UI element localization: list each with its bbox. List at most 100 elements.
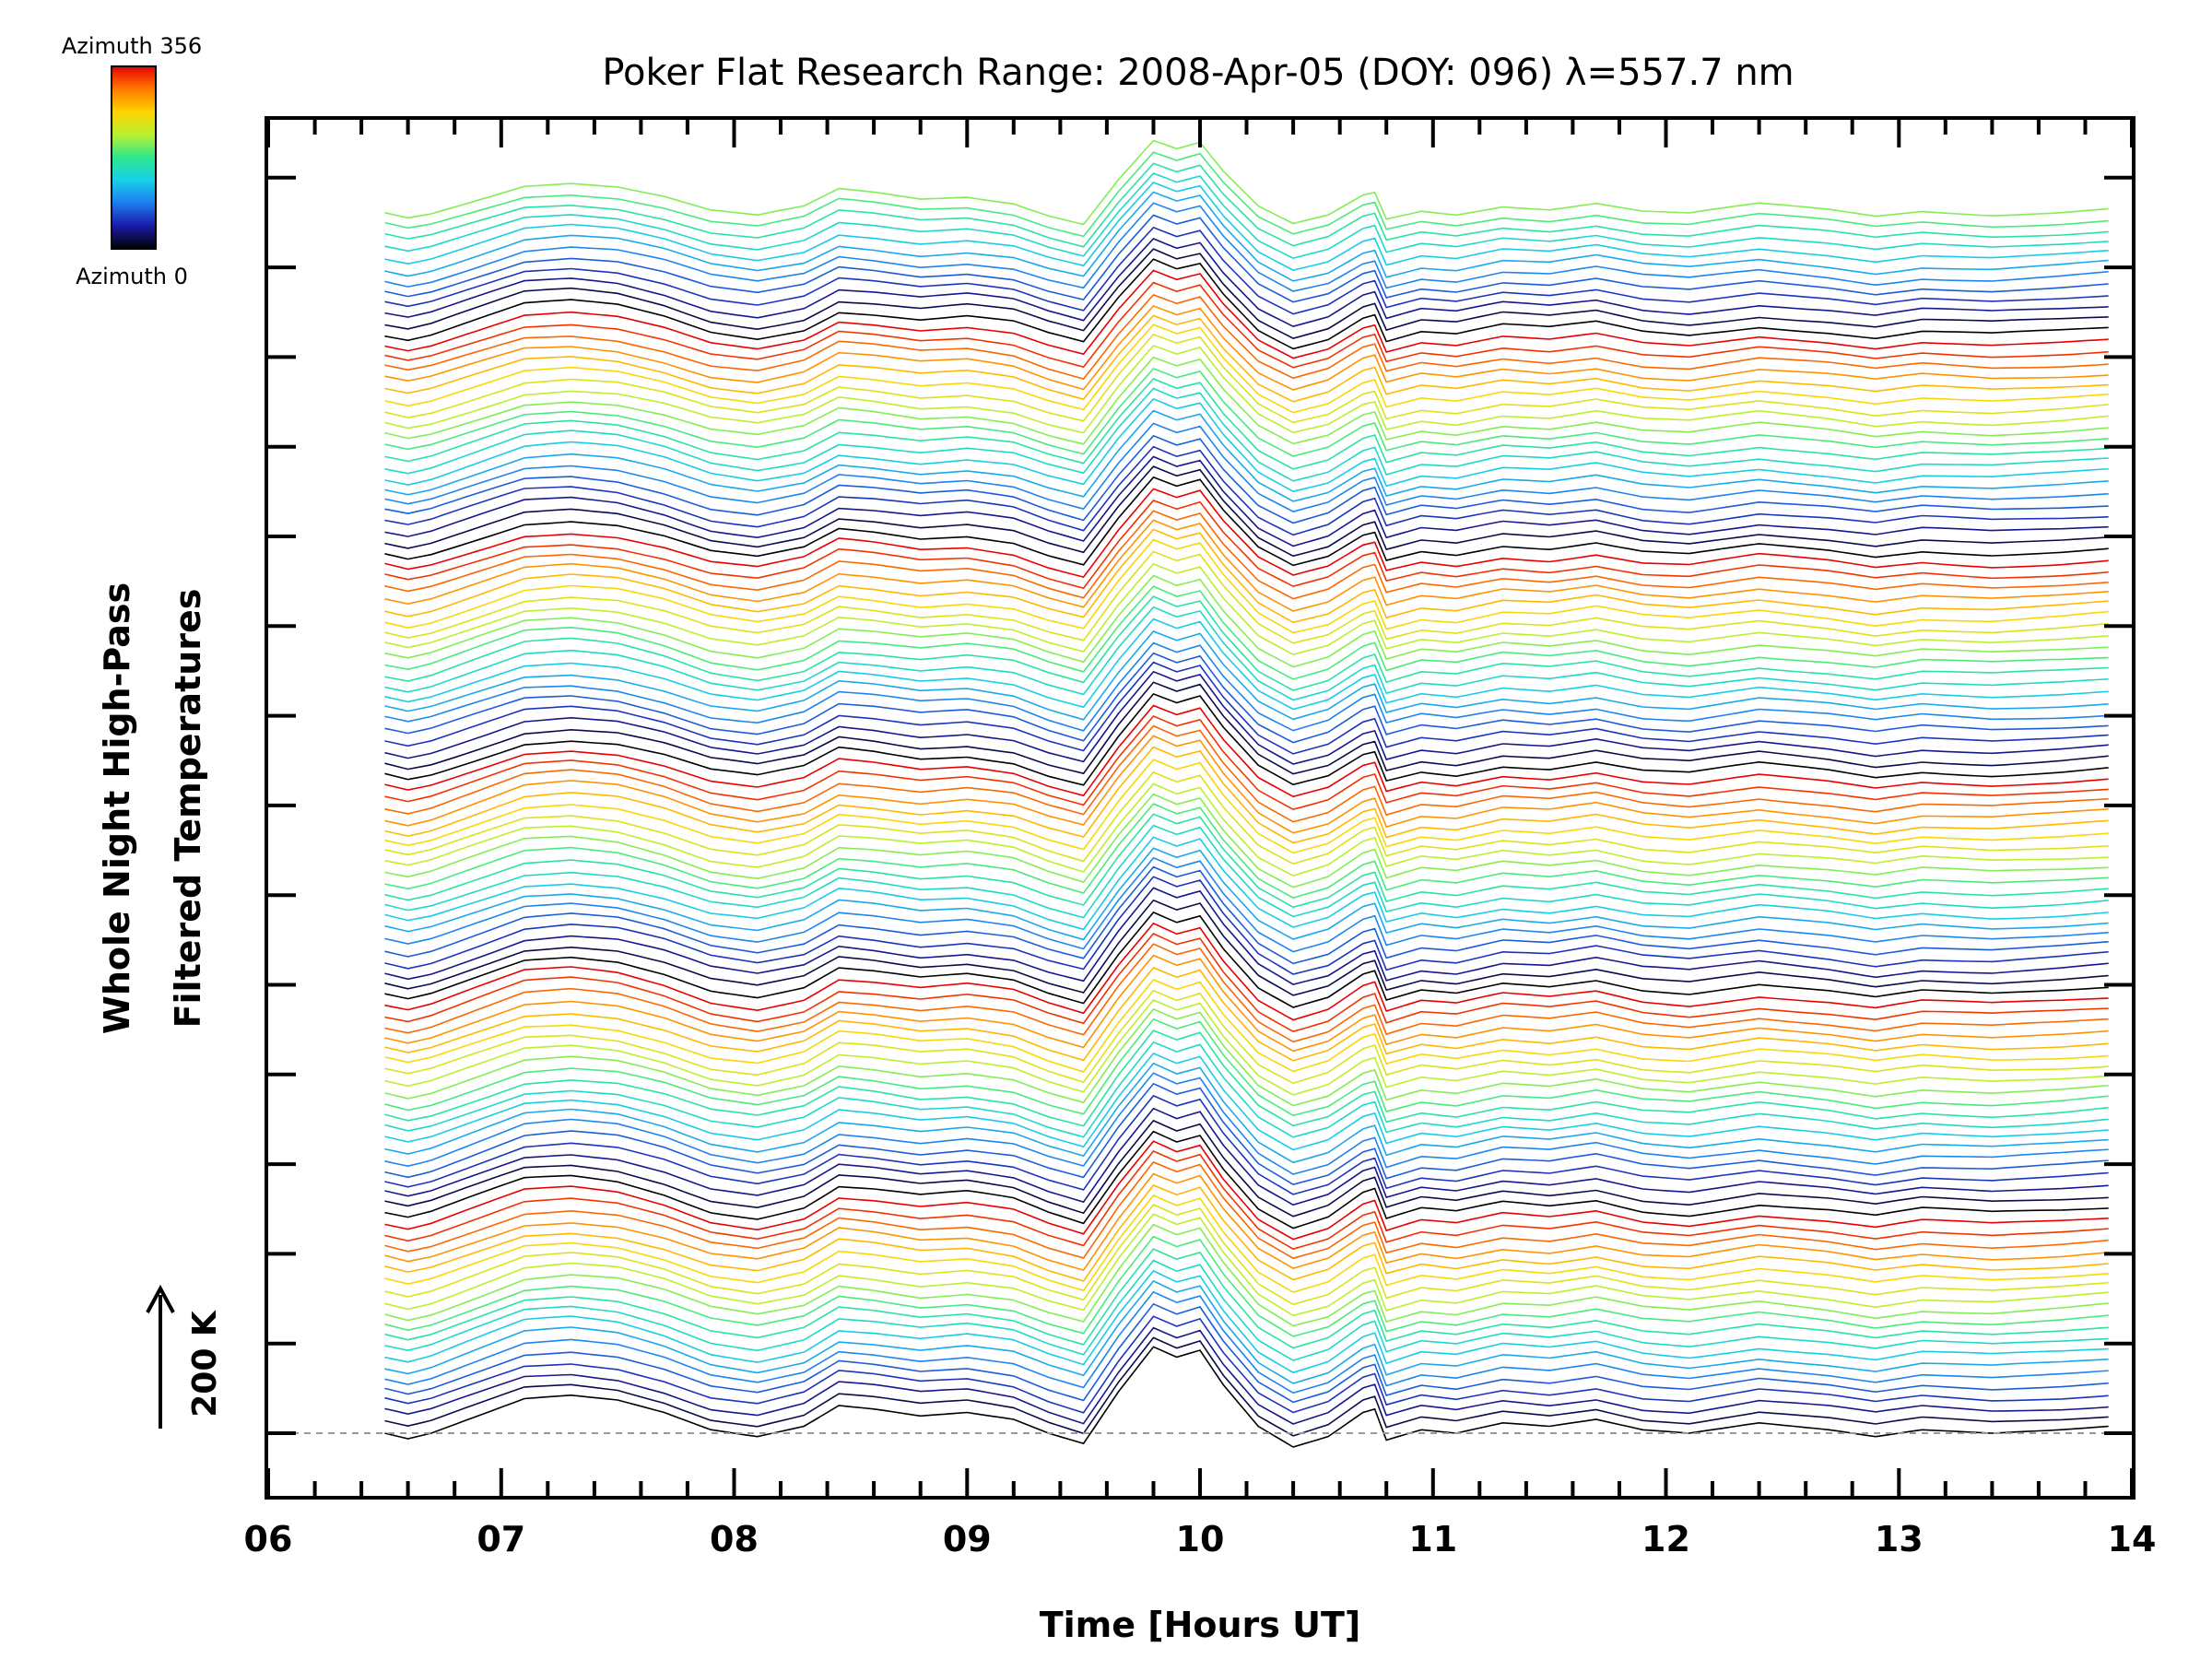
temperature-trace bbox=[384, 1094, 2109, 1195]
temperature-trace bbox=[384, 304, 2109, 391]
x-tick-label: 11 bbox=[1408, 1519, 1457, 1559]
x-tick-label: 06 bbox=[244, 1519, 293, 1559]
x-tick-label: 12 bbox=[1641, 1519, 1690, 1559]
temperature-trace bbox=[384, 1213, 2109, 1317]
temperature-trace bbox=[384, 724, 2109, 823]
temperature-trace bbox=[384, 1194, 2109, 1293]
temperature-trace bbox=[384, 1107, 2109, 1206]
temperature-trace bbox=[384, 865, 2109, 965]
x-tick-label: 07 bbox=[477, 1519, 525, 1559]
temperature-trace bbox=[384, 933, 2109, 1033]
temperature-trace bbox=[384, 238, 2109, 328]
temperature-trace bbox=[384, 500, 2109, 590]
temperature-trace bbox=[384, 1030, 2109, 1127]
temperature-trace bbox=[384, 1204, 2109, 1306]
y-axis-label-line1: Whole Night High-Pass bbox=[97, 582, 137, 1034]
temperature-trace bbox=[384, 434, 2109, 524]
temperature-trace bbox=[384, 1184, 2109, 1282]
temperature-trace bbox=[384, 1172, 2109, 1272]
temperature-trace bbox=[384, 1007, 2109, 1107]
temperature-trace bbox=[384, 281, 2109, 369]
x-tick-label: 09 bbox=[943, 1519, 992, 1559]
temperature-trace bbox=[384, 476, 2109, 567]
temperature-trace bbox=[384, 356, 2109, 445]
temperature-trace bbox=[384, 1041, 2109, 1138]
temperature-trace bbox=[384, 999, 2109, 1096]
temperature-traces bbox=[384, 139, 2109, 1448]
temperature-trace bbox=[384, 847, 2109, 941]
colorbar-bottom-label: Azimuth 0 bbox=[76, 264, 188, 289]
colorbar-top-label: Azimuth 356 bbox=[62, 33, 202, 59]
temperature-trace bbox=[384, 759, 2109, 854]
temperature-trace bbox=[384, 151, 2109, 238]
temperature-trace bbox=[384, 641, 2109, 732]
temperature-trace bbox=[384, 824, 2109, 919]
temperature-trace bbox=[384, 911, 2109, 1008]
temperature-trace bbox=[384, 367, 2109, 457]
temperature-trace bbox=[384, 943, 2109, 1043]
temperature-trace bbox=[384, 269, 2109, 359]
scale-indicator: 200 K bbox=[146, 1284, 224, 1429]
temperature-trace bbox=[384, 538, 2109, 634]
temperature-trace bbox=[384, 324, 2109, 414]
temperature-trace bbox=[384, 519, 2109, 612]
temperature-trace bbox=[384, 387, 2109, 482]
temperature-trace bbox=[384, 1082, 2109, 1186]
temperature-trace bbox=[384, 966, 2109, 1062]
temperature-trace bbox=[384, 1259, 2109, 1361]
temperature-trace bbox=[384, 248, 2109, 339]
temperature-trace bbox=[384, 876, 2109, 975]
temperature-trace bbox=[384, 803, 2109, 899]
temperature-trace bbox=[384, 661, 2109, 755]
temperature-trace bbox=[384, 1269, 2109, 1374]
axes: 06 07 08 09 10 11 12 13 14 bbox=[244, 120, 2157, 1559]
temperature-trace bbox=[384, 1062, 2109, 1164]
y-axis-label-line2: Filtered Temperatures bbox=[168, 589, 208, 1029]
temperature-trace bbox=[384, 378, 2109, 470]
temperature-trace bbox=[384, 630, 2109, 721]
temperature-trace bbox=[384, 856, 2109, 953]
temperature-trace bbox=[384, 618, 2109, 711]
temperature-trace bbox=[384, 202, 2109, 292]
temperature-trace bbox=[384, 182, 2109, 272]
temperature-trace bbox=[384, 813, 2109, 909]
chart-title: Poker Flat Research Range: 2008-Apr-05 (… bbox=[602, 52, 1794, 94]
x-tick-label: 14 bbox=[2108, 1519, 2157, 1559]
azimuth-colorbar bbox=[111, 65, 157, 250]
scale-label: 200 K bbox=[186, 1310, 224, 1418]
temperature-trace bbox=[384, 574, 2109, 668]
temperature-trace bbox=[384, 1336, 2109, 1437]
temperature-trace bbox=[384, 191, 2109, 282]
temperature-trace bbox=[384, 771, 2109, 865]
x-tick-label: 13 bbox=[1875, 1519, 1924, 1559]
temperature-trace bbox=[384, 314, 2109, 403]
temperature-trace bbox=[384, 488, 2109, 579]
x-tick-label: 08 bbox=[710, 1519, 759, 1559]
temperature-trace bbox=[384, 465, 2109, 558]
temperature-trace bbox=[384, 979, 2109, 1073]
temperature-trace bbox=[384, 1302, 2109, 1404]
temperature-trace bbox=[384, 139, 2109, 226]
temperature-trace bbox=[384, 595, 2109, 691]
x-tick-label: 10 bbox=[1176, 1519, 1225, 1559]
temperature-trace bbox=[384, 692, 2109, 786]
temperature-trace bbox=[384, 397, 2109, 493]
x-axis-label: Time [Hours UT] bbox=[1040, 1605, 1361, 1645]
temperature-trace bbox=[384, 1072, 2109, 1175]
temperature-trace bbox=[384, 562, 2109, 656]
temperature-trace bbox=[384, 409, 2109, 502]
temperature-trace bbox=[384, 652, 2109, 744]
temperature-trace bbox=[384, 746, 2109, 844]
temperature-trace bbox=[384, 162, 2109, 248]
temperature-trace bbox=[384, 670, 2109, 765]
temperature-trace bbox=[384, 585, 2109, 680]
temperature-trace bbox=[384, 782, 2109, 877]
temperature-trace bbox=[384, 1315, 2109, 1414]
temperature-trace bbox=[384, 793, 2109, 888]
plot-frame bbox=[265, 116, 2136, 1500]
temperature-trace bbox=[384, 1150, 2109, 1251]
temperature-trace bbox=[384, 1346, 2109, 1448]
temperature-trace bbox=[384, 455, 2109, 547]
temperature-trace bbox=[384, 226, 2109, 315]
